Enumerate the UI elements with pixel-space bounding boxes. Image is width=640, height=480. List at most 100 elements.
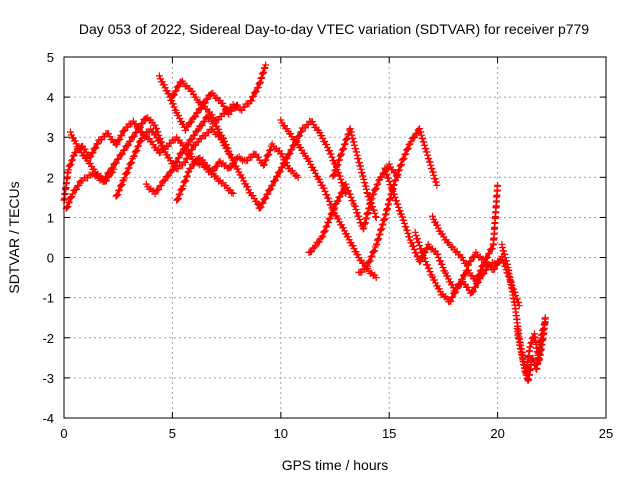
data-point (175, 112, 183, 120)
data-point (254, 83, 262, 91)
data-point (118, 150, 126, 158)
data-point (181, 158, 189, 166)
data-point (391, 177, 399, 185)
data-point (239, 174, 247, 182)
series-trace-q (329, 125, 380, 221)
data-point (259, 69, 267, 77)
data-point (436, 257, 444, 265)
data-point (318, 132, 326, 140)
data-point (415, 238, 423, 246)
data-point (422, 258, 430, 266)
data-point (373, 240, 381, 248)
data-point (395, 167, 403, 175)
series-trace-j (305, 160, 402, 256)
data-point (394, 171, 402, 179)
data-point (116, 186, 124, 194)
data-point (380, 215, 388, 223)
data-point (421, 141, 429, 149)
data-point (339, 224, 347, 232)
data-point (265, 150, 273, 158)
data-point (155, 136, 163, 144)
data-point (257, 74, 265, 82)
data-point (422, 145, 430, 153)
data-point (71, 137, 79, 145)
data-point (390, 190, 398, 198)
data-point (438, 260, 446, 268)
data-point (167, 168, 175, 176)
data-point (256, 78, 264, 86)
data-point (94, 140, 102, 148)
data-point (69, 152, 77, 160)
data-point (134, 143, 142, 151)
series-trace-p (513, 314, 549, 377)
data-point (215, 125, 223, 133)
data-point (401, 151, 409, 159)
data-point (174, 195, 182, 203)
data-point (258, 74, 266, 82)
data-point (332, 162, 340, 170)
y-tick-label: -2 (42, 331, 54, 346)
data-point (372, 241, 380, 249)
data-point (400, 219, 408, 227)
data-point (382, 167, 390, 175)
data-point (477, 266, 485, 274)
data-point (122, 169, 130, 177)
data-point (267, 185, 275, 193)
data-point (325, 147, 333, 155)
data-point (204, 95, 212, 103)
data-point (69, 190, 77, 198)
data-point (337, 151, 345, 159)
data-point (65, 199, 73, 207)
data-point (336, 193, 344, 201)
data-point (335, 215, 343, 223)
data-point (396, 162, 404, 170)
data-point (385, 177, 393, 185)
data-point (244, 183, 252, 191)
data-point (319, 232, 327, 240)
data-point (410, 246, 418, 254)
data-point (337, 175, 345, 183)
data-point (105, 173, 113, 181)
data-point (191, 160, 199, 168)
data-point (92, 144, 100, 152)
data-point (338, 179, 346, 187)
data-point (188, 118, 196, 126)
data-point (129, 153, 137, 161)
data-point (491, 265, 499, 273)
data-point (121, 174, 129, 182)
data-point (429, 168, 437, 176)
data-point (383, 171, 391, 179)
data-point (68, 157, 76, 165)
x-tick-label: 15 (382, 426, 396, 441)
data-point (370, 247, 378, 255)
data-point (369, 203, 377, 211)
data-point (354, 251, 362, 259)
data-point (404, 229, 412, 237)
data-point (392, 176, 400, 184)
y-tick-label: 0 (47, 251, 54, 266)
data-point (328, 209, 336, 217)
data-point (356, 215, 364, 223)
data-point (340, 141, 348, 149)
data-point (157, 181, 165, 189)
data-point (151, 121, 159, 129)
series-trace-n (429, 181, 502, 270)
data-point (425, 155, 433, 163)
data-point (397, 160, 405, 168)
data-point (454, 284, 462, 292)
data-point (283, 154, 291, 162)
data-point (286, 150, 294, 158)
data-point (66, 161, 74, 169)
data-point (349, 242, 357, 250)
data-point (117, 181, 125, 189)
data-point (423, 148, 431, 156)
data-points (60, 61, 549, 385)
data-point (367, 199, 375, 207)
data-point (341, 140, 349, 148)
data-point (475, 272, 483, 280)
data-point (375, 231, 383, 239)
series-trace-g (173, 154, 237, 204)
data-point (276, 167, 284, 175)
data-point (113, 140, 121, 148)
